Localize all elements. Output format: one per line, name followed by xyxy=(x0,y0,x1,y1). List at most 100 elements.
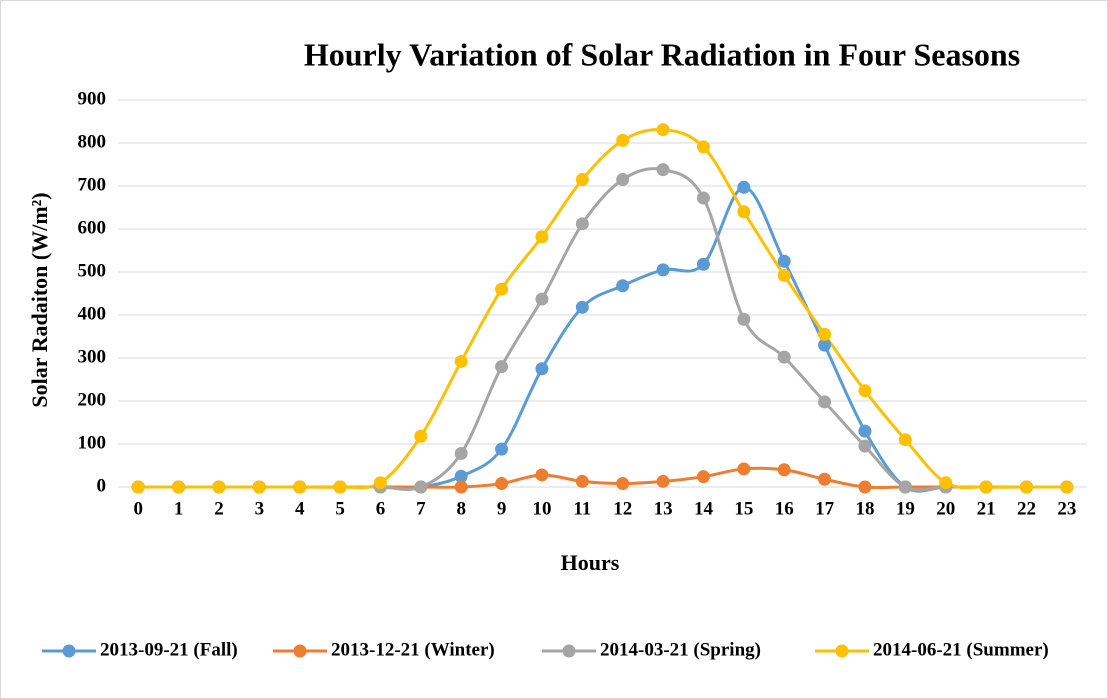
data-point xyxy=(696,191,710,205)
data-point xyxy=(535,230,549,244)
data-point xyxy=(252,480,266,494)
data-point xyxy=(818,472,832,486)
y-tick-label: 500 xyxy=(78,260,107,281)
data-point xyxy=(535,468,549,482)
y-tick-label: 900 xyxy=(78,88,107,109)
legend-label: 2013-12-21 (Winter) xyxy=(331,639,495,660)
data-point xyxy=(777,268,791,282)
x-tick-label: 1 xyxy=(174,498,184,519)
y-tick-label: 400 xyxy=(78,303,107,324)
x-tick-label: 0 xyxy=(133,498,143,519)
y-tick-label: 600 xyxy=(78,217,107,238)
y-tick-label: 300 xyxy=(78,346,107,367)
data-point xyxy=(131,480,145,494)
data-point xyxy=(454,469,468,483)
legend-marker xyxy=(293,644,307,658)
x-tick-label: 16 xyxy=(775,498,794,519)
data-point xyxy=(818,395,832,409)
data-point xyxy=(898,433,912,447)
x-tick-label: 20 xyxy=(936,498,955,519)
data-point xyxy=(535,292,549,306)
y-tick-label: 0 xyxy=(97,475,107,496)
data-point xyxy=(212,480,226,494)
data-point xyxy=(172,480,186,494)
data-point xyxy=(575,217,589,231)
data-point xyxy=(495,360,509,374)
data-point xyxy=(373,476,387,490)
data-point xyxy=(737,462,751,476)
data-point xyxy=(696,470,710,484)
data-point xyxy=(495,477,509,491)
data-point xyxy=(656,123,670,137)
x-tick-label: 2 xyxy=(214,498,224,519)
data-point xyxy=(777,350,791,364)
y-tick-label: 800 xyxy=(78,131,107,152)
data-point xyxy=(737,180,751,194)
data-point xyxy=(696,257,710,271)
data-point xyxy=(656,263,670,277)
x-tick-label: 8 xyxy=(456,498,466,519)
x-tick-label: 4 xyxy=(295,498,305,519)
data-point xyxy=(858,480,872,494)
data-point xyxy=(1060,480,1074,494)
x-tick-label: 21 xyxy=(977,498,996,519)
legend-label: 2014-03-21 (Spring) xyxy=(600,639,761,660)
data-point xyxy=(818,338,832,352)
x-tick-label: 23 xyxy=(1057,498,1076,519)
data-point xyxy=(616,173,630,187)
data-point xyxy=(858,424,872,438)
data-point xyxy=(656,474,670,488)
data-point xyxy=(414,480,428,494)
data-point xyxy=(979,480,993,494)
x-tick-label: 12 xyxy=(613,498,632,519)
x-tick-label: 9 xyxy=(497,498,507,519)
legend-marker xyxy=(562,644,576,658)
y-tick-label: 200 xyxy=(78,389,107,410)
data-point xyxy=(939,476,953,490)
data-point xyxy=(414,429,428,443)
data-point xyxy=(535,362,549,376)
data-point xyxy=(616,279,630,293)
data-point xyxy=(454,354,468,368)
data-point xyxy=(454,480,468,494)
data-point xyxy=(333,480,347,494)
legend-marker xyxy=(835,644,849,658)
x-tick-label: 7 xyxy=(416,498,426,519)
data-point xyxy=(495,282,509,296)
data-point xyxy=(575,474,589,488)
legend-marker xyxy=(62,644,76,658)
data-point xyxy=(737,312,751,326)
data-point xyxy=(656,163,670,177)
data-point xyxy=(858,384,872,398)
y-tick-label: 700 xyxy=(78,174,107,195)
x-tick-label: 14 xyxy=(694,498,714,519)
data-point xyxy=(737,205,751,219)
x-tick-label: 13 xyxy=(654,498,673,519)
x-tick-label: 19 xyxy=(896,498,915,519)
x-tick-label: 15 xyxy=(734,498,753,519)
data-point xyxy=(696,140,710,154)
data-point xyxy=(495,442,509,456)
x-axis-label: Hours xyxy=(561,550,620,575)
y-tick-label: 100 xyxy=(78,432,107,453)
data-point xyxy=(777,254,791,268)
chart-title: Hourly Variation of Solar Radiation in F… xyxy=(304,36,1020,72)
data-point xyxy=(616,133,630,147)
x-tick-label: 6 xyxy=(376,498,386,519)
x-tick-label: 22 xyxy=(1017,498,1036,519)
legend-label: 2014-06-21 (Summer) xyxy=(873,639,1049,660)
x-tick-label: 5 xyxy=(335,498,345,519)
x-tick-label: 11 xyxy=(573,498,591,519)
data-point xyxy=(858,439,872,453)
data-point xyxy=(1019,480,1033,494)
x-tick-label: 17 xyxy=(815,498,835,519)
data-point xyxy=(293,480,307,494)
data-point xyxy=(575,173,589,187)
data-point xyxy=(777,463,791,477)
y-axis-label: Solar Radaiton (W/m²) xyxy=(27,192,52,407)
legend-label: 2013-09-21 (Fall) xyxy=(100,639,238,660)
x-tick-label: 18 xyxy=(855,498,874,519)
data-point xyxy=(898,480,912,494)
data-point xyxy=(616,477,630,491)
